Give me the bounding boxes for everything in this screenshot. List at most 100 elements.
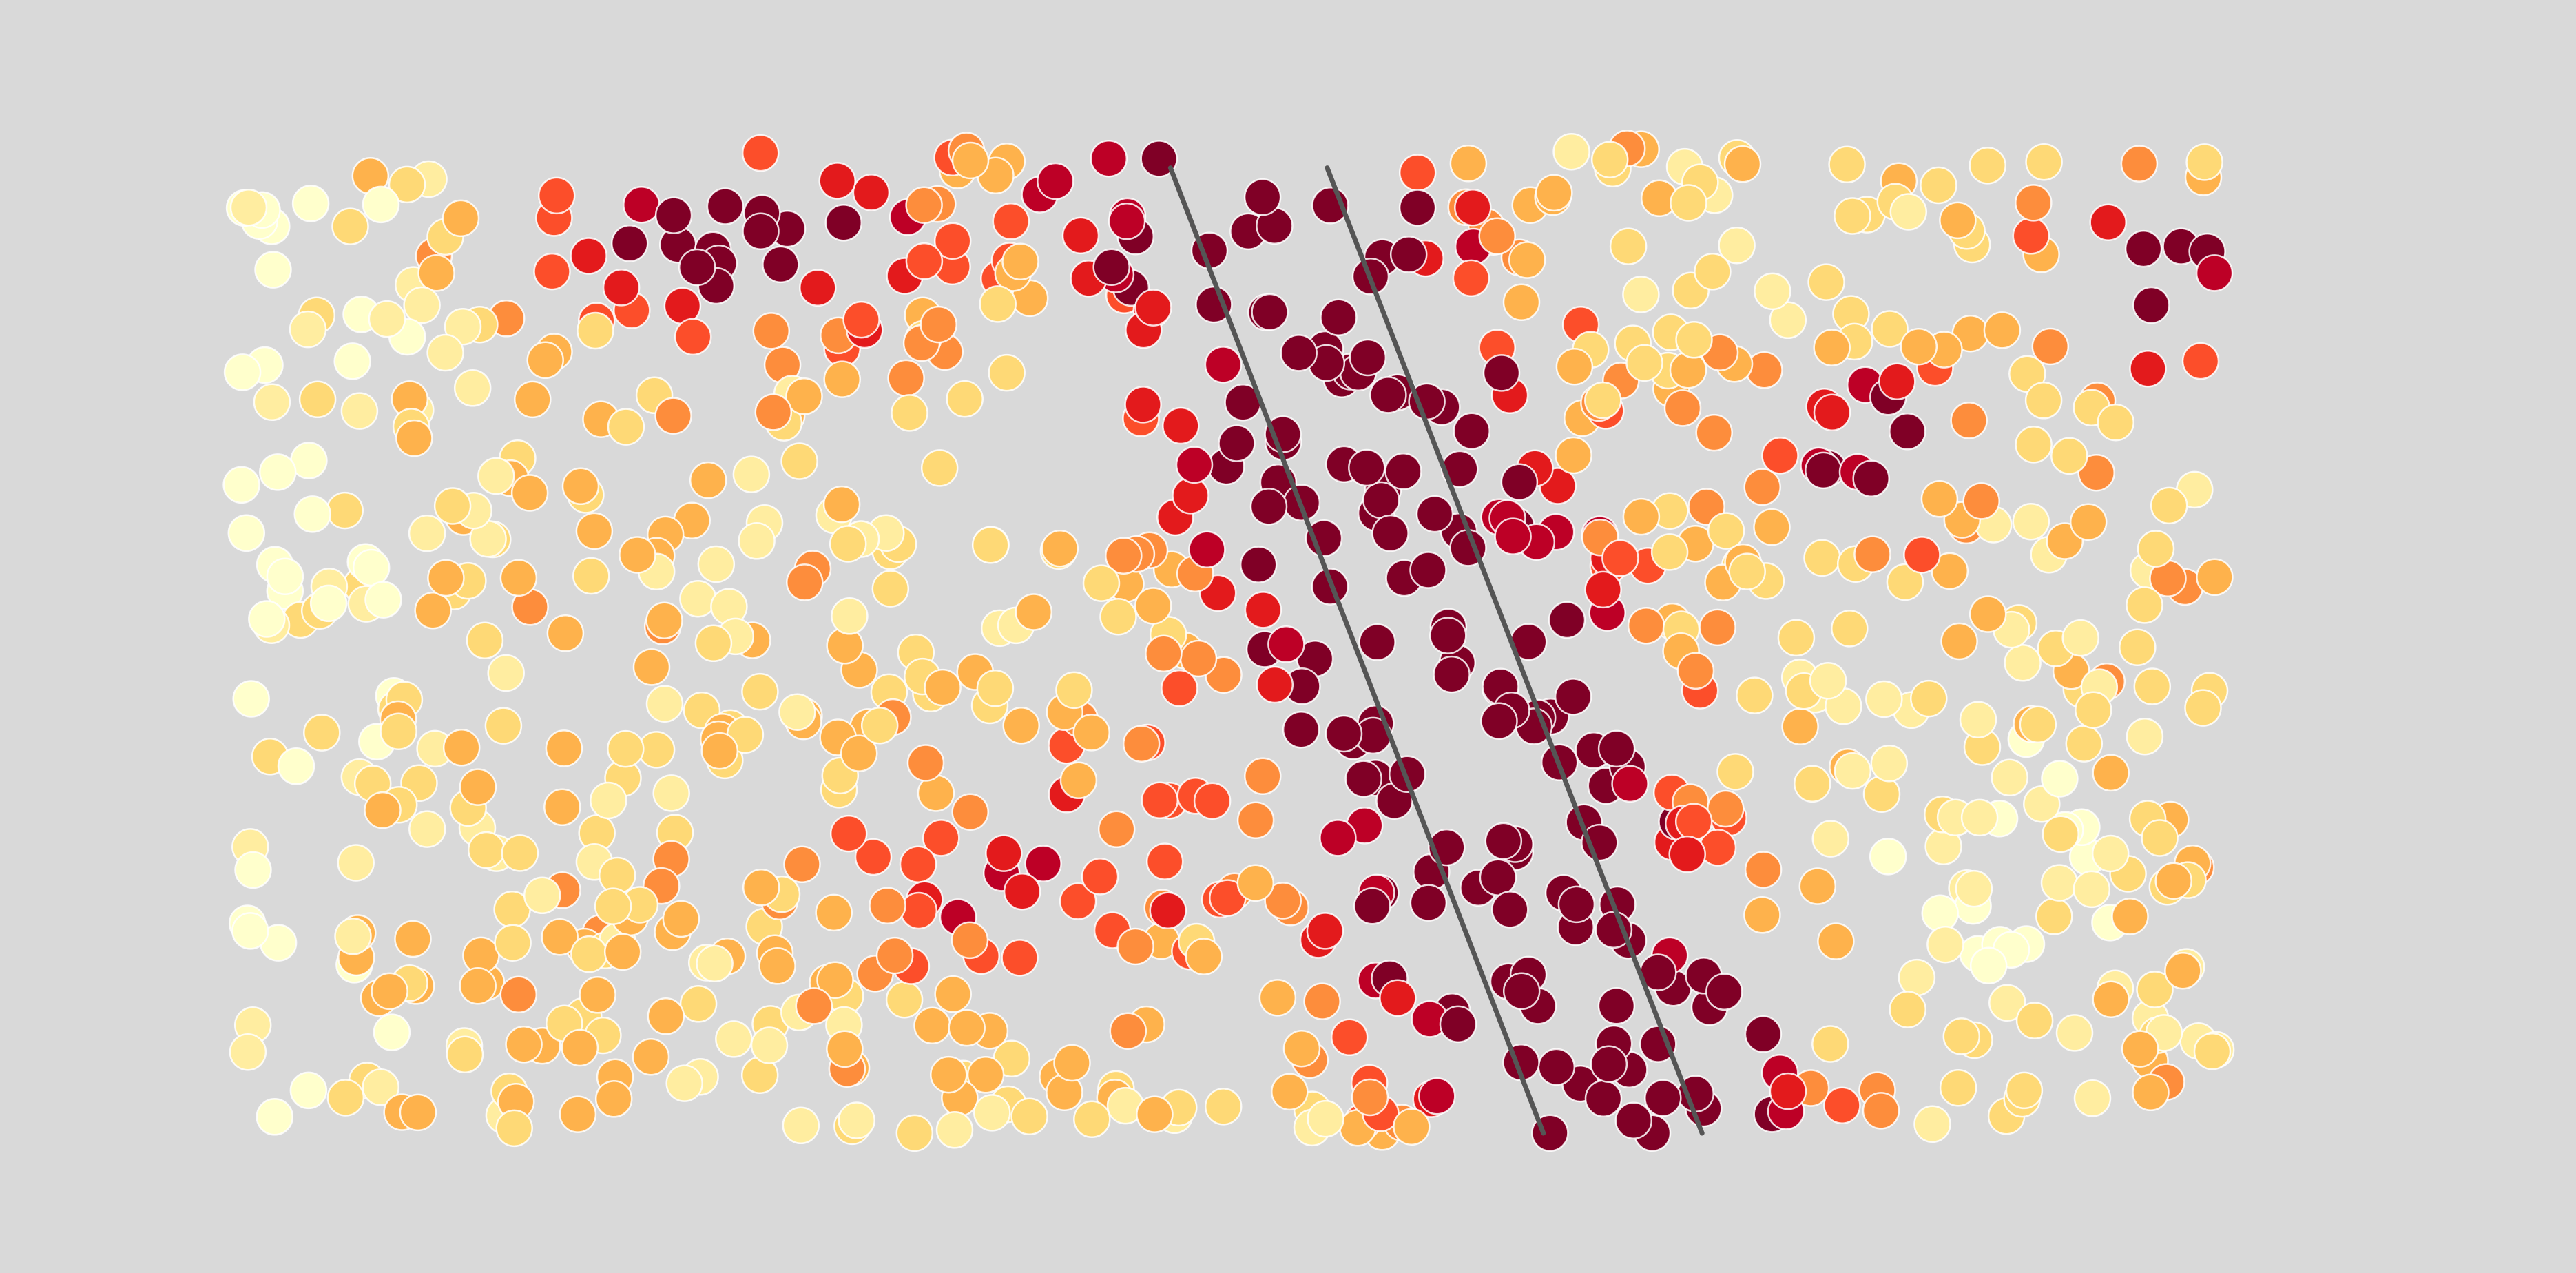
scatter-point xyxy=(340,392,379,430)
scatter-point xyxy=(1962,482,2000,520)
scatter-point xyxy=(1555,436,1592,475)
scatter-point xyxy=(1663,389,1702,427)
scatter-point xyxy=(2137,530,2175,568)
scatter-point xyxy=(1743,896,1781,934)
scatter-point xyxy=(2004,644,2042,682)
scatter-point xyxy=(665,1064,703,1102)
scatter-point xyxy=(1931,552,1969,590)
scatter-point xyxy=(607,408,645,446)
scatter-point xyxy=(570,935,608,973)
scatter-point xyxy=(1834,197,1871,235)
scatter-point xyxy=(466,621,504,660)
scatter-point xyxy=(1807,263,1845,301)
scatter-point xyxy=(572,557,610,595)
scatter-point xyxy=(1813,329,1851,366)
scatter-point xyxy=(2141,819,2179,857)
scatter-point xyxy=(1500,463,1539,501)
scatter-point xyxy=(603,933,642,971)
scatter-point xyxy=(979,285,1017,323)
scatter-point xyxy=(948,1008,986,1047)
scatter-point xyxy=(988,353,1026,392)
scatter-point xyxy=(1320,298,1358,337)
scatter-point xyxy=(2042,815,2079,853)
scatter-point xyxy=(594,1080,633,1118)
scatter-point xyxy=(1900,328,1938,366)
scatter-point xyxy=(559,1095,597,1133)
scatter-point xyxy=(824,204,863,242)
scatter-point xyxy=(2025,143,2063,181)
scatter-point xyxy=(1811,820,1850,858)
scatter-point xyxy=(887,359,925,397)
scatter-point xyxy=(1834,752,1872,790)
scatter-point xyxy=(1502,283,1541,321)
scatter-point xyxy=(1625,344,1663,382)
scatter-point xyxy=(1015,593,1053,631)
scatter-point xyxy=(738,522,776,560)
scatter-point xyxy=(1809,662,1847,700)
scatter-point xyxy=(1942,1017,1981,1055)
scatter-point xyxy=(1418,1077,1456,1115)
scatter-point xyxy=(289,310,327,349)
scatter-point xyxy=(891,394,928,432)
scatter-point xyxy=(645,601,683,640)
scatter-point xyxy=(1813,393,1851,431)
scatter-point xyxy=(985,834,1023,872)
scatter-point xyxy=(526,341,564,380)
scatter-point xyxy=(2073,1079,2112,1117)
scatter-point xyxy=(1940,622,1978,661)
scatter-point xyxy=(499,975,538,1014)
scatter-point xyxy=(1415,495,1454,533)
scatter-point xyxy=(973,1094,1011,1132)
scatter-point xyxy=(1803,539,1841,577)
scatter-point xyxy=(231,912,269,950)
scatter-point xyxy=(1584,381,1622,420)
scatter-point xyxy=(2012,217,2050,255)
scatter-point xyxy=(499,559,538,597)
scatter-point xyxy=(976,669,1015,707)
scatter-point xyxy=(1116,927,1154,966)
scatter-point xyxy=(1480,702,1518,740)
scatter-point xyxy=(1744,1015,1783,1053)
scatter-point xyxy=(1744,851,1783,889)
scatter-point xyxy=(1753,508,1791,546)
scatter-point xyxy=(1149,891,1187,930)
scatter-point xyxy=(433,487,472,525)
scatter-point xyxy=(394,920,432,958)
scatter-point xyxy=(783,845,821,884)
scatter-point xyxy=(2126,586,2163,624)
scatter-point xyxy=(758,947,796,985)
scatter-point xyxy=(1097,810,1136,849)
scatter-point xyxy=(1439,1005,1477,1044)
scatter-point xyxy=(291,185,330,222)
scatter-point xyxy=(2133,667,2172,705)
scatter-point xyxy=(1003,872,1041,911)
scatter-point xyxy=(654,397,692,435)
scatter-point xyxy=(1024,845,1062,882)
scatter-point xyxy=(645,685,684,723)
scatter-point xyxy=(408,810,446,848)
scatter-point xyxy=(2154,862,2192,900)
scatter-point xyxy=(826,1030,864,1068)
scatter-point xyxy=(256,1098,294,1136)
scatter-point xyxy=(254,251,292,289)
guide-line-2 xyxy=(1325,165,1705,1136)
scatter-point xyxy=(1453,412,1490,451)
scatter-point xyxy=(1330,1018,1369,1057)
scatter-point xyxy=(1433,655,1471,694)
scatter-point xyxy=(543,788,581,827)
scatter-point xyxy=(541,918,579,956)
scatter-point xyxy=(951,921,989,960)
scatter-point xyxy=(951,793,989,831)
scatter-point xyxy=(610,225,649,262)
scatter-point xyxy=(2073,870,2111,909)
scatter-point xyxy=(741,672,779,711)
scatter-point xyxy=(2164,951,2202,990)
scatter-point xyxy=(1736,676,1774,714)
scatter-point xyxy=(331,207,369,245)
scatter-point xyxy=(229,189,268,227)
scatter-point xyxy=(222,466,260,504)
scatter-point xyxy=(1282,1029,1321,1068)
scatter-point xyxy=(1627,607,1665,645)
scatter-point xyxy=(1162,406,1200,445)
scatter-point xyxy=(1134,587,1172,625)
